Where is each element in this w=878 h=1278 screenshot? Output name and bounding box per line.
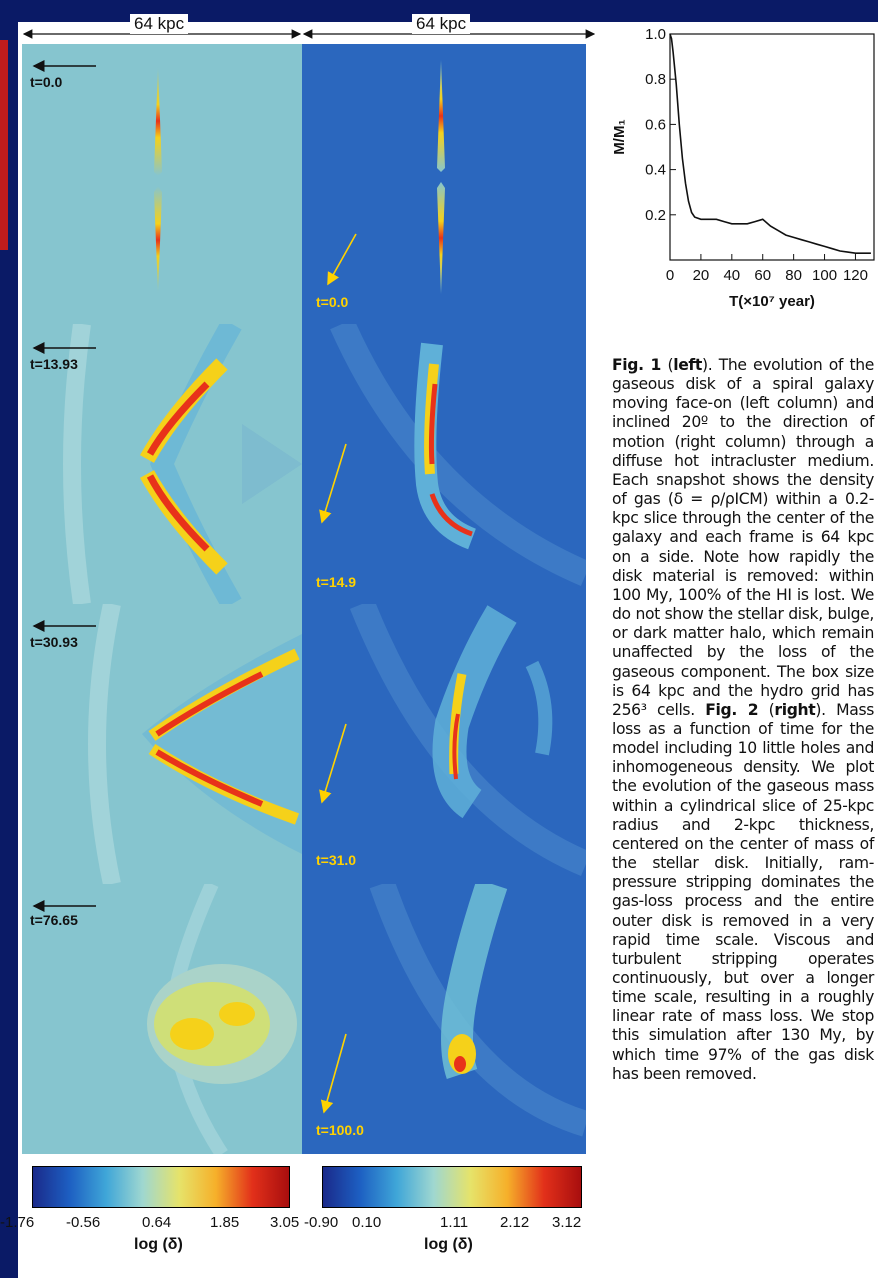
y-tick-label-3: 0.8 — [645, 71, 666, 88]
x-tick-label-0: 0 — [666, 267, 674, 284]
right-time-label-4: t=100.0 — [316, 1122, 364, 1138]
slide-left-bar — [0, 0, 18, 1278]
scale-label-left: 64 kpc — [130, 14, 189, 34]
fig1-label: Fig. 1 — [612, 356, 662, 374]
cbar-right-axis-label: log (δ) — [424, 1236, 473, 1253]
colorbar-right — [322, 1166, 582, 1208]
left-panel-4 — [32, 884, 297, 1154]
slide-top-bar — [0, 0, 878, 22]
right-panel-3 — [319, 604, 586, 876]
left-time-label-4: t=76.65 — [30, 912, 78, 928]
x-axis-label: T(×10⁷ year) — [729, 293, 815, 310]
cbar-left-tick-1: -1.76 — [0, 1214, 35, 1231]
cbar-left-tick-5: 3.05 — [270, 1214, 300, 1231]
slide-left-accent — [0, 40, 8, 250]
fig2-text: . Mass loss as a function of time for th… — [612, 700, 874, 1083]
y-axis-label: M/M₁ — [611, 119, 628, 154]
y-tick-label-2: 0.6 — [645, 116, 666, 133]
colorbar-left — [32, 1166, 290, 1208]
x-tick-label-4: 80 — [785, 267, 802, 284]
right-column-inclined: t=0.0 t=14.9 t=31.0 t=100.0 — [302, 44, 586, 1154]
y-tick-label-0: 0.2 — [645, 207, 666, 224]
right-time-label-3: t=31.0 — [316, 852, 357, 868]
x-tick-label-1: 20 — [693, 267, 710, 284]
x-tick-label-2: 40 — [723, 267, 740, 284]
left-panel-1 — [32, 60, 162, 294]
left-time-label-2: t=13.93 — [30, 356, 78, 372]
right-time-label-2: t=14.9 — [316, 574, 357, 590]
fig2-label: Fig. 2 — [705, 700, 759, 719]
scale-label-right: 64 kpc — [412, 14, 471, 34]
cbar-left-tick-4: 1.85 — [210, 1214, 240, 1231]
plot-frame — [669, 33, 875, 261]
cbar-right-tick-4: 2.12 — [500, 1214, 530, 1231]
fig2-paren: right — [774, 700, 816, 719]
fig1-paren: left — [673, 356, 702, 374]
scale-arrows — [22, 29, 596, 39]
x-tick-label-3: 60 — [754, 267, 771, 284]
cbar-left-axis-label: log (δ) — [134, 1236, 183, 1253]
cbar-left-tick-3: 0.64 — [142, 1214, 172, 1231]
right-panel-4 — [320, 884, 586, 1137]
right-panel-2 — [319, 324, 586, 586]
x-tick-label-6: 120 — [843, 267, 868, 284]
right-panel-1 — [327, 60, 445, 294]
x-tick-label-5: 100 — [812, 267, 837, 284]
cbar-right-tick-1: -0.90 — [304, 1214, 339, 1231]
cbar-right-tick-2: 0.10 — [352, 1214, 382, 1231]
left-panel-2 — [32, 324, 302, 604]
fig1-text: . The evolution of the gaseous disk of a… — [612, 356, 875, 719]
series-line-0 — [669, 33, 871, 254]
y-tick-label-1: 0.4 — [645, 162, 666, 179]
cbar-right-tick-5: 3.12 — [552, 1214, 582, 1231]
right-time-label-1: t=0.0 — [316, 294, 349, 310]
cbar-right-tick-3: 1.11 — [440, 1214, 469, 1231]
left-time-label-1: t=0.0 — [30, 74, 63, 90]
cbar-left-tick-2: -0.56 — [66, 1214, 101, 1231]
left-panel-3 — [32, 604, 302, 884]
left-time-label-3: t=30.93 — [30, 634, 78, 650]
left-column-face-on: t=0.0 t=13.93 t=30.93 t=76.65 — [22, 44, 302, 1154]
mass-loss-plot: 0.2 0.4 0.6 0.8 1.0 0 20 40 60 80 100 120 T(×10⁷ yea… — [611, 26, 875, 310]
figure-caption: Fig. 1 (left). The evolution of the gase… — [612, 356, 875, 1083]
y-tick-label-4: 1.0 — [645, 26, 666, 43]
